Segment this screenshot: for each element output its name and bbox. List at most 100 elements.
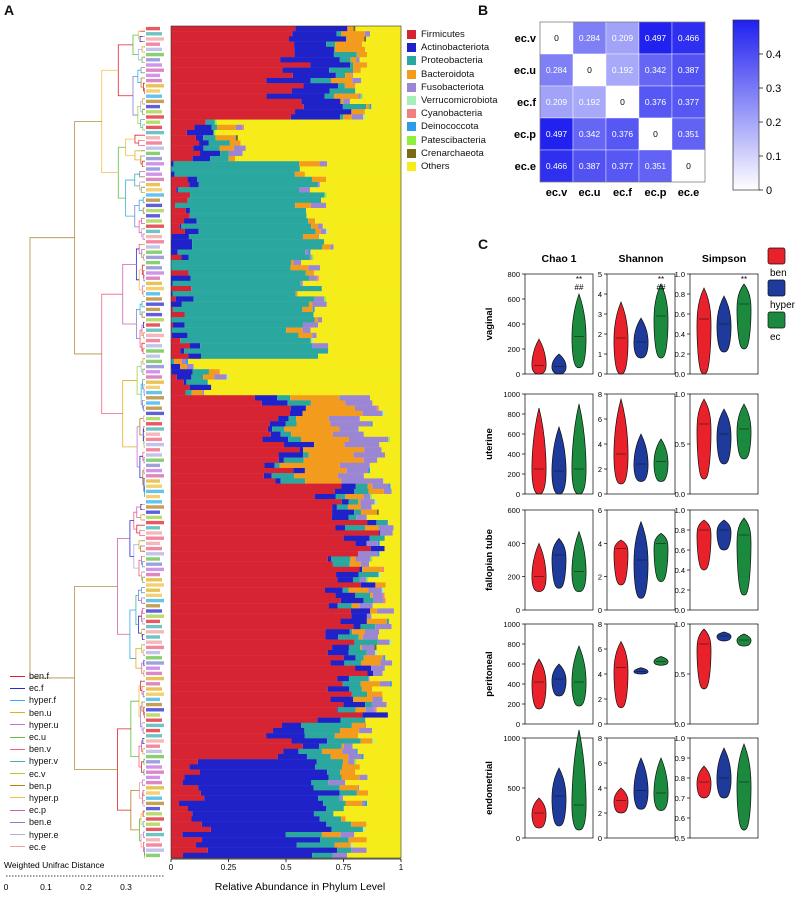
- heatmap-cell: [638, 53, 673, 87]
- bar-fusobacteriota: [346, 468, 369, 474]
- violin-ec: [571, 645, 587, 707]
- bar-bacteroidota: [367, 691, 383, 697]
- bar-others: [242, 150, 401, 157]
- bar-proteobacteria: [318, 795, 340, 801]
- bar-bacteroidota: [219, 145, 234, 151]
- sample-label-mark: [146, 453, 162, 457]
- y-tick-label: 6: [598, 415, 602, 424]
- bar-others: [313, 312, 401, 318]
- y-tick-label: 0.4: [675, 330, 685, 339]
- y-tick-label: 0: [598, 490, 602, 499]
- bar-others: [378, 509, 401, 515]
- bar-others: [367, 774, 401, 781]
- scale-tick-label: 0.1: [40, 882, 52, 892]
- legend-swatch: [407, 82, 416, 92]
- bar-proteobacteria: [351, 691, 368, 697]
- bar-bacteroidota: [345, 800, 362, 807]
- sample-label-mark: [146, 848, 164, 852]
- bar-actinobacteriota: [317, 717, 341, 723]
- dendrogram-branch: [134, 173, 140, 187]
- bar-firmicutes: [171, 634, 326, 640]
- violin-hyper: [716, 519, 732, 551]
- sample-label-mark: [146, 843, 162, 847]
- bar-firmicutes: [171, 618, 341, 625]
- sample-label-mark: [146, 401, 160, 405]
- dendrogram-branch: [135, 648, 142, 669]
- bar-fusobacteriota: [366, 613, 372, 619]
- bar-bacteroidota: [339, 728, 360, 734]
- dendrogram-branch: [122, 380, 138, 448]
- bar-actinobacteriota: [330, 660, 345, 666]
- dendrogram-branch: [139, 530, 143, 536]
- bar-firmicutes: [171, 769, 200, 775]
- bar-others: [313, 338, 401, 344]
- violin-ec: [736, 403, 752, 460]
- y-tick-label: 8: [598, 734, 602, 743]
- bar-bacteroidota: [341, 774, 360, 781]
- sample-label-mark: [146, 744, 160, 748]
- y-tick-label: 8: [598, 620, 602, 629]
- dendrogram-branch: [130, 700, 140, 757]
- bar-bacteroidota: [365, 717, 366, 723]
- bar-actinobacteriota: [340, 618, 367, 625]
- bar-bacteroidota: [345, 494, 364, 500]
- bar-firmicutes: [171, 660, 331, 666]
- bar-firmicutes: [171, 842, 197, 848]
- bar-fusobacteriota: [349, 436, 389, 443]
- y-tick-label: 1000: [503, 734, 520, 743]
- significance-mark: **: [658, 275, 664, 284]
- bar-fusobacteriota: [181, 358, 187, 365]
- bar-firmicutes: [171, 795, 205, 801]
- bar-proteobacteria: [171, 327, 287, 333]
- bar-firmicutes: [171, 156, 193, 162]
- bar-firmicutes: [171, 150, 201, 157]
- bar-actinobacteriota: [200, 150, 221, 157]
- bar-others: [393, 525, 401, 531]
- violin-ec: [653, 283, 669, 359]
- colorbar-tick-label: 0.3: [766, 83, 781, 95]
- bar-actinobacteriota: [324, 587, 343, 593]
- bar-firmicutes: [171, 306, 173, 313]
- bar-bacteroidota: [294, 473, 338, 479]
- bar-others: [326, 202, 401, 209]
- bar-minor: [389, 639, 392, 645]
- phylum-legend-item: Bacteroidota: [407, 68, 498, 81]
- bar-proteobacteria: [312, 852, 333, 859]
- bar-proteobacteria: [192, 244, 323, 250]
- bar-proteobacteria: [288, 436, 301, 443]
- violin-subplot: 1.0 0.9 0.8 0.7 0.6 0.5: [675, 734, 759, 843]
- bar-proteobacteria: [349, 62, 354, 68]
- bar-actinobacteriota: [171, 239, 193, 245]
- bar-minor: [312, 306, 315, 313]
- bar-firmicutes: [171, 390, 186, 396]
- distance-scale: Weighted Unifrac Distance 0 0.1 0.2 0.3: [4, 860, 165, 892]
- y-tick-label: 800: [507, 410, 520, 419]
- bar-fusobacteriota: [373, 670, 383, 677]
- bar-proteobacteria: [177, 187, 299, 193]
- bar-others: [367, 62, 401, 68]
- legend-line: [10, 748, 25, 750]
- sample-label-mark: [146, 198, 160, 202]
- bar-proteobacteria: [338, 83, 345, 89]
- y-tick-label: 0.5: [675, 670, 685, 679]
- violin-ben: [531, 338, 547, 375]
- bar-fusobacteriota: [364, 629, 380, 635]
- bar-others: [382, 696, 401, 703]
- bar-bacteroidota: [174, 358, 182, 365]
- bar-bacteroidota: [300, 436, 350, 443]
- bar-fusobacteriota: [305, 249, 309, 255]
- bar-others: [371, 504, 401, 510]
- subplot-frame: [606, 273, 676, 375]
- heatmap-value: 0.342: [579, 129, 601, 139]
- bar-others: [306, 208, 401, 214]
- bar-fusobacteriota: [309, 275, 317, 281]
- legend-label: Firmicutes: [421, 29, 465, 41]
- bar-actinobacteriota: [171, 364, 181, 370]
- bar-fusobacteriota: [344, 442, 380, 448]
- bar-bacteroidota: [362, 566, 382, 573]
- group-legend-item: hyper.p: [10, 792, 59, 804]
- legend-label: ben.p: [29, 780, 52, 791]
- legend-swatch: [407, 109, 416, 119]
- bar-fusobacteriota: [380, 660, 393, 666]
- sample-label-mark: [146, 172, 162, 176]
